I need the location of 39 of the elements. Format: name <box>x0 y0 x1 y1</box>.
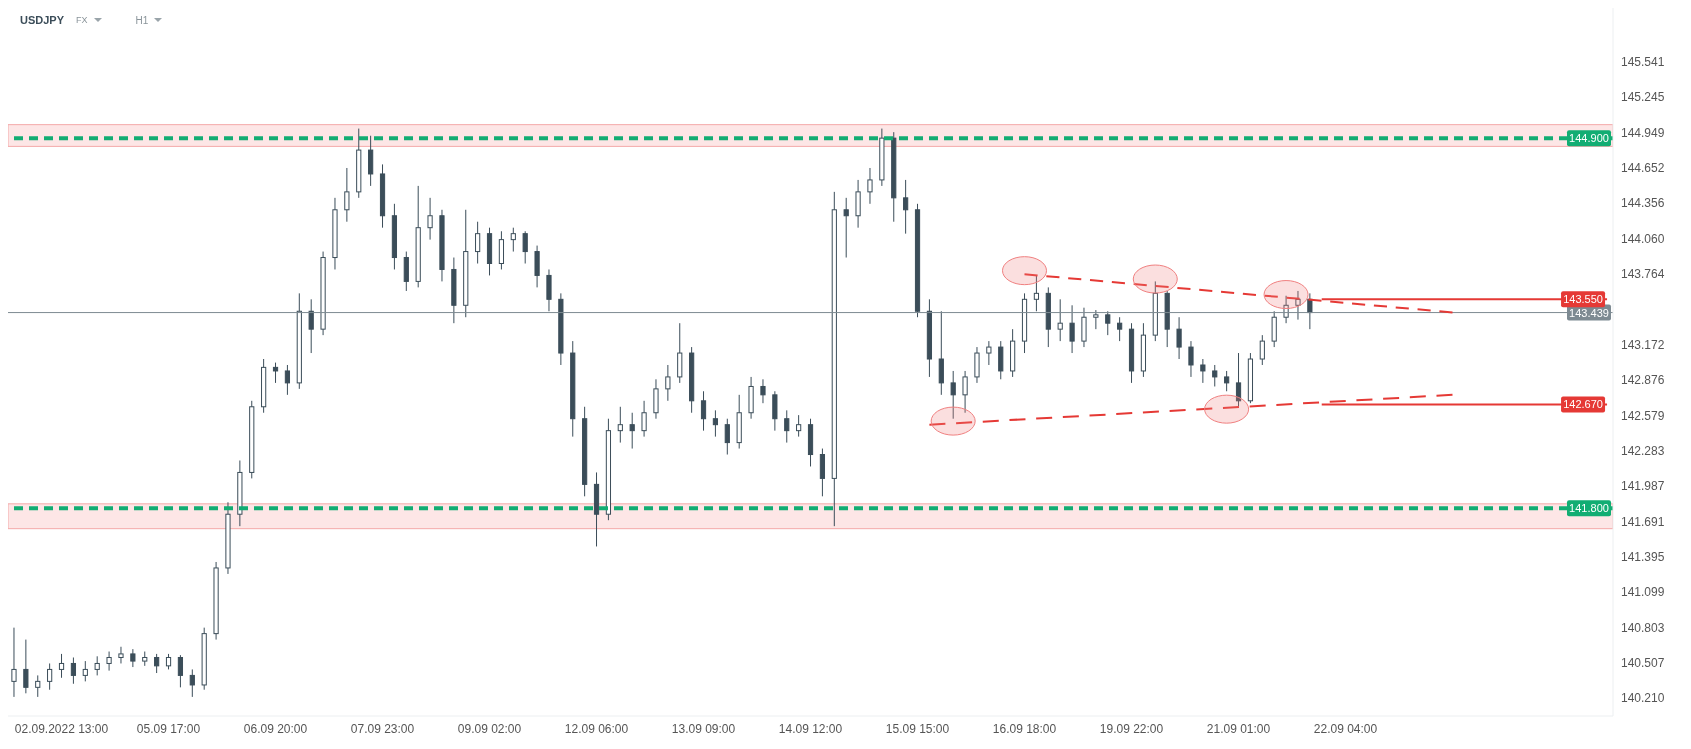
y-tick-label: 140.507 <box>1621 655 1665 670</box>
ref-line-label: 143.439 <box>1569 306 1609 319</box>
x-tick-label: 05.09 17:00 <box>136 721 201 736</box>
x-tick-label: 02.09.2022 13:00 <box>14 721 109 736</box>
y-tick-label: 142.579 <box>1621 408 1665 423</box>
y-tick-label: 145.245 <box>1621 90 1665 105</box>
y-tick-label: 140.803 <box>1621 620 1665 635</box>
y-tick-label: 144.949 <box>1621 125 1665 140</box>
ref-line-label: 141.800 <box>1569 502 1609 515</box>
x-tick-label: 14.09 12:00 <box>778 721 843 736</box>
x-tick-label: 22.09 04:00 <box>1313 721 1378 736</box>
x-tick-label: 13.09 09:00 <box>671 721 736 736</box>
y-tick-label: 143.764 <box>1621 267 1665 282</box>
y-tick-label: 141.987 <box>1621 479 1665 494</box>
y-tick-label: 144.652 <box>1621 161 1665 176</box>
x-tick-label: 12.09 06:00 <box>564 721 629 736</box>
y-tick-label: 142.283 <box>1621 443 1665 458</box>
y-tick-label: 141.691 <box>1621 514 1665 529</box>
y-tick-label: 140.210 <box>1621 691 1665 706</box>
text: USDJPY <box>20 14 65 26</box>
data-label: 142.670 <box>1563 398 1603 411</box>
y-tick-label: 142.876 <box>1621 373 1665 388</box>
y-tick-label: 144.060 <box>1621 231 1665 246</box>
y-tick-label: 144.356 <box>1621 196 1665 211</box>
y-tick-label: 141.099 <box>1621 585 1665 600</box>
x-tick-label: 15.09 15:00 <box>885 721 950 736</box>
x-tick-label: 21.09 01:00 <box>1206 721 1271 736</box>
ref-line-label: 144.900 <box>1569 132 1609 145</box>
x-tick-label: 07.09 23:00 <box>350 721 415 736</box>
y-tick-label: 141.395 <box>1621 549 1665 564</box>
x-tick-label: 06.09 20:00 <box>243 721 308 736</box>
x-tick-label: 16.09 18:00 <box>992 721 1057 736</box>
annotation: FX <box>76 15 89 25</box>
data-label: 143.550 <box>1563 293 1603 306</box>
x-tick-label: 19.09 22:00 <box>1099 721 1164 736</box>
y-tick-label: 143.172 <box>1621 337 1665 352</box>
y-tick-label: 145.541 <box>1621 54 1665 69</box>
annotation: H1 <box>135 14 150 26</box>
x-tick-label: 09.09 02:00 <box>457 721 522 736</box>
